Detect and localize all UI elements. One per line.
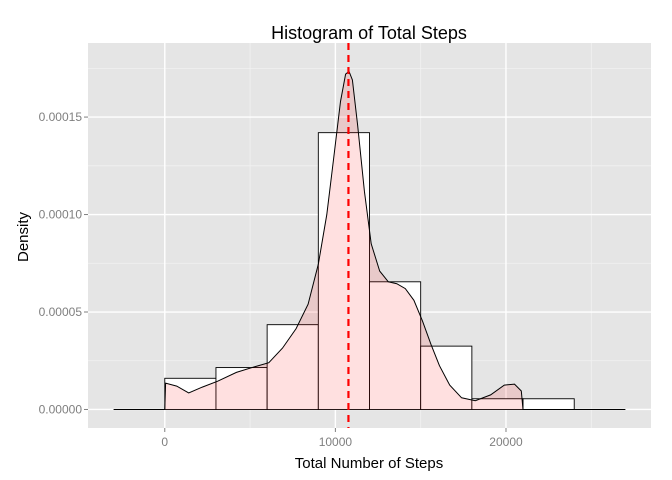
histogram-bar [266, 324, 319, 410]
chart-title: Histogram of Total Steps [271, 23, 467, 43]
y-tick-label: 0.00000 [39, 402, 83, 416]
density-area [113, 71, 626, 410]
x-tick-label: 10000 [319, 435, 353, 449]
x-axis-ticks: 0 10000 20000 [161, 428, 523, 449]
histogram-bar [317, 132, 370, 410]
histogram-bar [522, 398, 575, 410]
y-axis-ticks: 0.00000 0.00005 0.00010 0.00015 [39, 110, 88, 416]
y-tick-label: 0.00005 [39, 305, 83, 319]
x-axis-title: Total Number of Steps [295, 455, 443, 472]
y-tick-label: 0.00010 [39, 208, 83, 222]
histogram-bar [369, 281, 422, 410]
y-tick-label: 0.00015 [39, 110, 83, 124]
x-tick-label: 0 [161, 435, 168, 449]
histogram-bar [164, 377, 217, 410]
x-tick-label: 20000 [489, 435, 523, 449]
density-curve [113, 70, 626, 410]
y-axis-title: Density [15, 211, 32, 262]
histogram-bars [164, 132, 575, 410]
